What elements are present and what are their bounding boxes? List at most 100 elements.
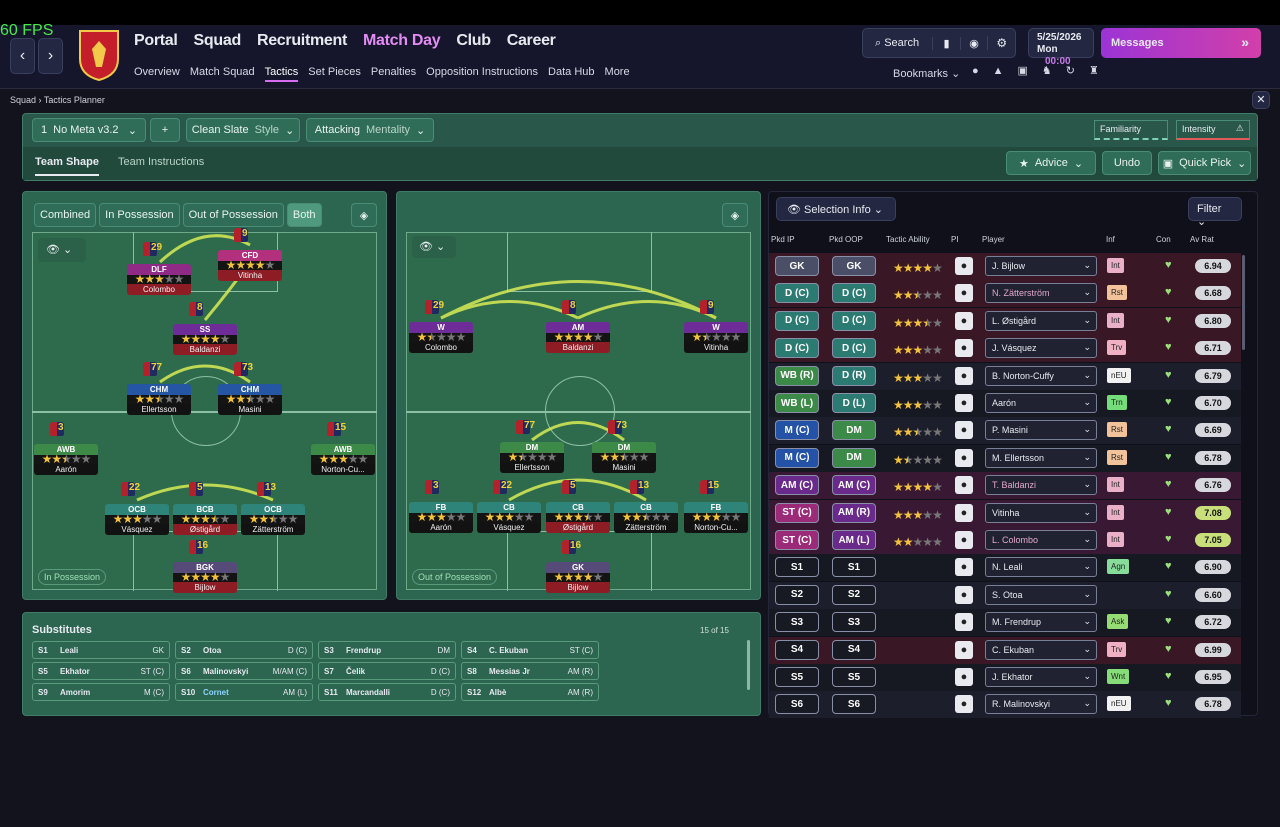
- player-card[interactable]: 16 GK ★★★★★ Bijlow: [546, 540, 610, 593]
- position-pill[interactable]: S4: [775, 639, 819, 660]
- position-pill[interactable]: S6: [832, 694, 876, 715]
- player-card[interactable]: 13 CB ★★★★★ Zätterström: [614, 480, 678, 533]
- position-pill[interactable]: AM (L): [832, 530, 876, 550]
- mode-button[interactable]: In Possession: [99, 203, 180, 227]
- bookmarks[interactable]: Bookmarks ⌄: [893, 68, 961, 80]
- pi-icon[interactable]: ●: [955, 558, 973, 577]
- player-card[interactable]: 13 OCB ★★★★★ Zätterström: [241, 482, 305, 535]
- pi-icon[interactable]: ●: [955, 531, 973, 549]
- table-row[interactable]: ST (C) AM (L) ★★★★★ ● L. Colombo ⌄ Int ♥ 7.05: [769, 527, 1241, 554]
- nav-item[interactable]: Squad: [193, 32, 242, 49]
- player-card[interactable]: 29 DLF ★★★★★ Colombo: [127, 242, 191, 295]
- sub-nav-item[interactable]: Set Pieces: [308, 66, 361, 78]
- player-card[interactable]: 5 BCB ★★★★★ Østigård: [173, 482, 237, 535]
- add-tactic[interactable]: +: [150, 118, 180, 142]
- table-row[interactable]: S6 S6 ● R. Malinovskyi ⌄ nEU ♥ 6.78: [769, 691, 1241, 719]
- position-pill[interactable]: ST (C): [775, 502, 819, 523]
- familiarity[interactable]: Familiarity: [1094, 120, 1168, 140]
- position-pill[interactable]: S2: [775, 584, 819, 605]
- nav-item[interactable]: Club: [456, 32, 491, 49]
- position-pill[interactable]: D (C): [832, 310, 876, 331]
- table-row[interactable]: WB (R) D (R) ★★★★★ ● B. Norton-Cuffy ⌄ nEU ♥ 6.7…: [769, 362, 1241, 390]
- player-select[interactable]: Aarón ⌄: [985, 393, 1097, 413]
- sub-nav-item[interactable]: Penalties: [370, 66, 417, 78]
- tactic-select[interactable]: 1 No Meta v3.2 ⌄: [32, 118, 146, 142]
- world-icon[interactable]: ◉: [959, 36, 988, 50]
- position-pill[interactable]: D (L): [832, 393, 876, 413]
- table-row[interactable]: WB (L) D (L) ★★★★★ ● Aarón ⌄ Trn ♥ 6.70: [769, 390, 1241, 417]
- player-card[interactable]: 3 AWB ★★★★★ Aarón: [34, 422, 98, 475]
- column-header[interactable]: Pkd OOP: [829, 235, 863, 244]
- sub-nav-item[interactable]: Data Hub: [548, 66, 595, 78]
- position-pill[interactable]: ST (C): [775, 530, 819, 550]
- player-select[interactable]: S. Otoa ⌄: [985, 584, 1097, 605]
- substitute[interactable]: S6 Malinovskyi M/AM (C): [175, 662, 313, 680]
- pi-icon[interactable]: ●: [955, 366, 973, 385]
- table-row[interactable]: M (C) DM ★★★★★ ● M. Ellertsson ⌄ Rst ♥ 6.78: [769, 444, 1241, 472]
- pi-icon[interactable]: ●: [955, 668, 973, 686]
- substitute[interactable]: S4 C. Ekuban ST (C): [461, 641, 599, 659]
- position-pill[interactable]: D (R): [832, 365, 876, 386]
- substitute[interactable]: S5 Ekhator ST (C): [32, 662, 170, 680]
- position-pill[interactable]: S3: [832, 612, 876, 633]
- table-row[interactable]: D (C) D (C) ★★★★★ ● N. Zätterström ⌄ Rst ♥ 6.68: [769, 280, 1241, 308]
- player-card[interactable]: 73 CHM ★★★★★ Masini: [218, 362, 282, 415]
- substitute[interactable]: S10 Cornet AM (L): [175, 683, 313, 701]
- undo-button[interactable]: Undo: [1102, 151, 1152, 175]
- sub-nav-item[interactable]: Match Squad: [189, 66, 255, 78]
- pi-icon[interactable]: ●: [955, 339, 973, 358]
- substitute[interactable]: S2 Otoa D (C): [175, 641, 313, 659]
- position-pill[interactable]: S4: [832, 639, 876, 660]
- pi-icon[interactable]: ●: [955, 421, 973, 440]
- pi-icon[interactable]: ●: [955, 613, 973, 632]
- player-select[interactable]: P. Masini ⌄: [985, 420, 1097, 441]
- position-pill[interactable]: D (C): [832, 338, 876, 359]
- pi-icon[interactable]: ●: [955, 695, 973, 714]
- position-pill[interactable]: S1: [832, 557, 876, 578]
- player-card[interactable]: 22 CB ★★★★★ Vásquez: [477, 480, 541, 533]
- player-card[interactable]: 16 BGK ★★★★★ Bijlow: [173, 540, 237, 593]
- view-toggle[interactable]: 👁 ⌄: [412, 236, 456, 258]
- position-pill[interactable]: D (C): [775, 283, 819, 304]
- pi-icon[interactable]: ●: [955, 284, 973, 303]
- player-card[interactable]: 3 FB ★★★★★ Aarón: [409, 480, 473, 533]
- player-select[interactable]: J. Ekhator ⌄: [985, 667, 1097, 687]
- position-pill[interactable]: D (C): [775, 310, 819, 331]
- table-row[interactable]: ST (C) AM (R) ★★★★★ ● Vitinha ⌄ Int ♥ 7.08: [769, 499, 1241, 527]
- table-row[interactable]: AM (C) AM (C) ★★★★★ ● T. Baldanzi ⌄ Int ♥ 6.76: [769, 472, 1241, 500]
- substitute[interactable]: S11 Marcandalli D (C): [318, 683, 456, 701]
- mode-button[interactable]: Both: [286, 203, 322, 227]
- player-card[interactable]: 29 W ★★★★★ Colombo: [409, 300, 473, 353]
- position-pill[interactable]: DM: [832, 420, 876, 441]
- nav-item[interactable]: Career: [506, 32, 556, 49]
- advice-button[interactable]: ★ Advice ⌄: [1006, 151, 1096, 175]
- mentality-select[interactable]: Attacking Mentality ⌄: [306, 118, 434, 142]
- player-card[interactable]: 5 CB ★★★★★ Østigård: [546, 480, 610, 533]
- pi-icon[interactable]: ●: [955, 311, 973, 330]
- position-pill[interactable]: S1: [775, 557, 819, 578]
- back-button[interactable]: ‹: [10, 38, 35, 74]
- pi-icon[interactable]: ●: [955, 503, 973, 522]
- player-card[interactable]: 8 AM ★★★★★ Baldanzi: [546, 300, 610, 353]
- mode-button[interactable]: Combined: [34, 203, 97, 227]
- player-card[interactable]: 9 CFD ★★★★★ Vitinha: [218, 228, 282, 281]
- player-select[interactable]: R. Malinovskyi ⌄: [985, 694, 1097, 715]
- player-select[interactable]: C. Ekuban ⌄: [985, 639, 1097, 660]
- position-pill[interactable]: M (C): [775, 420, 819, 441]
- position-pill[interactable]: AM (C): [832, 475, 876, 496]
- position-pill[interactable]: DM: [832, 447, 876, 468]
- table-row[interactable]: S5 S5 ● J. Ekhator ⌄ Wnt ♥ 6.95: [769, 664, 1241, 691]
- player-select[interactable]: T. Baldanzi ⌄: [985, 475, 1097, 496]
- position-pill[interactable]: D (C): [775, 338, 819, 359]
- position-pill[interactable]: S5: [775, 667, 819, 687]
- table-row[interactable]: S2 S2 ● S. Otoa ⌄ ♥ 6.60: [769, 581, 1241, 609]
- sub-nav-item[interactable]: More: [604, 66, 630, 78]
- nav-item[interactable]: Recruitment: [256, 32, 348, 49]
- date-box[interactable]: 5/25/2026 Mon 00:00: [1028, 28, 1094, 67]
- player-select[interactable]: L. Colombo ⌄: [985, 530, 1097, 550]
- substitute[interactable]: S9 Amorim M (C): [32, 683, 170, 701]
- player-card[interactable]: 77 DM ★★★★★ Ellertsson: [500, 420, 564, 473]
- pi-icon[interactable]: ●: [955, 640, 973, 659]
- player-select[interactable]: N. Leali ⌄: [985, 557, 1097, 578]
- substitute[interactable]: S3 Frendrup DM: [318, 641, 456, 659]
